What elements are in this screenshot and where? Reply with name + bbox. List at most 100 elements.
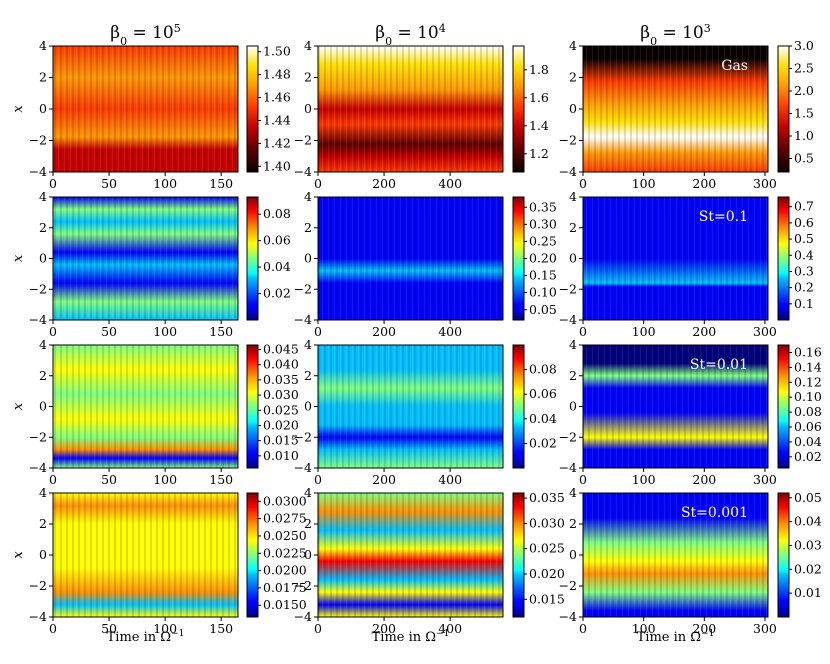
- x-tick-label: 400: [438, 324, 462, 339]
- colorbar-tick-label: 0.08: [529, 362, 557, 377]
- colorbar-tick-label: 0.035: [263, 372, 299, 387]
- colorbar-tick-label: 0.1: [794, 296, 814, 311]
- colorbar-tick-label: 0.16: [794, 344, 822, 359]
- y-tick-label: −4: [559, 164, 577, 179]
- colorbar-tick-label: 0.0225: [263, 545, 307, 560]
- x-tick-label: 150: [209, 176, 233, 191]
- y-tick-label: 0: [304, 101, 312, 116]
- colorbar: [512, 196, 525, 321]
- panel-annotation: St=0.01: [690, 357, 748, 373]
- colorbar-tick-label: 0.02: [263, 286, 291, 301]
- colorbar-tick-label: 0.12: [794, 374, 822, 389]
- x-tick-label: 150: [209, 621, 233, 636]
- x-tick-label: 200: [692, 176, 716, 191]
- y-axis-label: x: [11, 254, 26, 262]
- y-tick-label: 4: [304, 485, 312, 500]
- colorbar: [246, 344, 259, 469]
- y-tick-label: 4: [304, 38, 312, 53]
- colorbar-tick-label: 0.06: [529, 386, 557, 401]
- colorbar: [512, 492, 525, 618]
- heatmap-texture: [583, 46, 768, 172]
- y-tick-label: −4: [559, 609, 577, 624]
- y-tick-label: 2: [39, 516, 47, 531]
- y-tick-label: 0: [304, 399, 312, 414]
- x-tick-label: 200: [372, 176, 396, 191]
- colorbar-tick-label: 0.010: [263, 448, 299, 463]
- x-tick-label: 300: [753, 621, 777, 636]
- heatmap-texture: [53, 46, 238, 172]
- x-tick-label: 100: [153, 176, 177, 191]
- colorbar: [777, 45, 790, 173]
- colorbar-tick-label: 0.6: [794, 215, 814, 230]
- colorbar-tick-label: 0.025: [529, 541, 565, 556]
- colorbar-tick-label: 3.0: [794, 38, 814, 53]
- y-tick-label: 2: [569, 220, 577, 235]
- y-tick-label: 4: [39, 337, 47, 352]
- y-tick-label: −2: [559, 578, 577, 593]
- x-tick-label: 0: [314, 324, 322, 339]
- x-tick-label: 100: [153, 324, 177, 339]
- colorbar-tick-label: 0.020: [263, 417, 299, 432]
- y-tick-label: −4: [294, 460, 312, 475]
- colorbar-tick-label: 0.25: [529, 233, 557, 248]
- y-tick-label: 0: [39, 251, 47, 266]
- panel-r2-c2: −4 −2 0 2 4 0 200 400 0.05 0.10 0.15 0.20 0.25 0.30 0.…: [294, 189, 557, 339]
- x-tick-label: 300: [753, 176, 777, 191]
- x-tick-label: 0: [49, 176, 57, 191]
- x-tick-label: 200: [692, 324, 716, 339]
- x-tick-label: 150: [209, 324, 233, 339]
- x-tick-label: 50: [101, 472, 117, 487]
- x-tick-label: 0: [49, 621, 57, 636]
- x-tick-label: 0: [314, 621, 322, 636]
- colorbar: [246, 492, 259, 618]
- heatmap-texture: [318, 493, 503, 617]
- x-tick-label: 50: [101, 176, 117, 191]
- colorbar-tick-label: 0.01: [794, 585, 822, 600]
- colorbar-tick-label: 0.04: [794, 434, 822, 449]
- x-tick-label: 200: [372, 324, 396, 339]
- x-tick-label: 0: [49, 324, 57, 339]
- y-tick-label: −4: [294, 609, 312, 624]
- y-tick-label: −2: [559, 281, 577, 296]
- y-tick-label: 2: [39, 70, 47, 85]
- y-tick-label: −4: [559, 312, 577, 327]
- colorbar: [777, 344, 790, 469]
- colorbar-tick-label: 1.42: [263, 135, 291, 150]
- heatmap-texture: [318, 197, 503, 320]
- colorbar-tick-label: 0.0250: [263, 528, 307, 543]
- colorbar-tick-label: 0.30: [529, 216, 557, 231]
- y-tick-label: 4: [39, 485, 47, 500]
- colorbar-tick-label: 0.030: [263, 387, 299, 402]
- y-tick-label: −2: [294, 133, 312, 148]
- x-tick-label: 100: [632, 176, 656, 191]
- colorbar-tick-label: 1.5: [794, 106, 814, 121]
- y-tick-label: −2: [29, 578, 47, 593]
- y-tick-label: −4: [294, 164, 312, 179]
- colorbar-tick-label: 0.0150: [263, 597, 307, 612]
- x-axis-label: Time in Ω−1: [107, 629, 185, 645]
- y-tick-label: 4: [569, 337, 577, 352]
- colorbar-tick-label: 0.04: [263, 259, 291, 274]
- y-tick-label: −4: [29, 460, 47, 475]
- y-tick-label: 2: [304, 368, 312, 383]
- panel-annotation: Gas: [721, 58, 748, 74]
- panel-r1-c3: −4 −2 0 2 4 0 100 200 300 Gas 0.5 1.0 1.5 2.0 2.5 3.0: [559, 38, 814, 191]
- colorbar-tick-label: 0.02: [529, 435, 557, 450]
- y-tick-label: 0: [569, 101, 577, 116]
- y-tick-label: 0: [569, 399, 577, 414]
- heatmap-texture: [318, 345, 503, 468]
- y-tick-label: −2: [559, 429, 577, 444]
- x-tick-label: 400: [438, 472, 462, 487]
- y-tick-label: 2: [304, 516, 312, 531]
- panel-r2-c1: −4 −2 0 2 4 0 50 100 150 x 0.02 0.04 0.06 0.08: [11, 189, 291, 339]
- colorbar-tick-label: 0.15: [529, 268, 557, 283]
- y-tick-label: 0: [39, 101, 47, 116]
- colorbar-tick-label: 0.4: [794, 247, 814, 262]
- panel-r4-c1: −4 −2 0 2 4 0 50 100 150 x Time in Ω−1 0.0150 0.0175…: [11, 485, 307, 645]
- colorbar-tick-label: 0.06: [794, 419, 822, 434]
- colorbar-tick-label: 0.03: [794, 537, 822, 552]
- y-tick-label: −2: [294, 578, 312, 593]
- column-title-1: β0 = 105: [110, 22, 181, 48]
- colorbar-tick-label: 0.7: [794, 199, 814, 214]
- heatmap-texture: [53, 493, 238, 617]
